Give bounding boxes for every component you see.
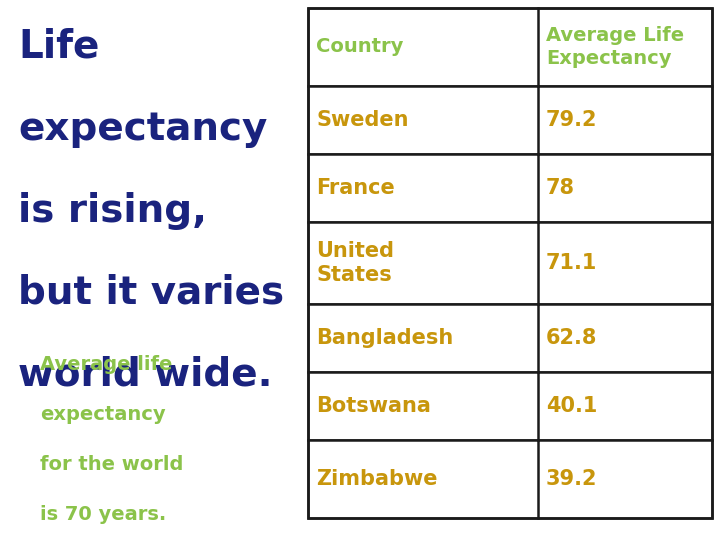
Text: 78: 78 (546, 178, 575, 198)
Bar (308, 8, 712, 86)
Text: Average life: Average life (40, 355, 172, 374)
Text: is 70 years.: is 70 years. (40, 505, 166, 524)
Text: 39.2: 39.2 (546, 469, 598, 489)
Text: world wide.: world wide. (18, 356, 272, 394)
Text: for the world: for the world (40, 455, 184, 474)
Bar (308, 222, 712, 304)
Text: Life: Life (18, 28, 99, 66)
Text: Average Life
Expectancy: Average Life Expectancy (546, 26, 684, 68)
Text: France: France (316, 178, 395, 198)
Text: Country: Country (316, 37, 403, 57)
Text: expectancy: expectancy (18, 110, 267, 148)
Text: Bangladesh: Bangladesh (316, 328, 454, 348)
Text: Botswana: Botswana (316, 396, 431, 416)
Bar (308, 8, 712, 518)
Text: but it varies: but it varies (18, 274, 284, 312)
Bar (308, 154, 712, 222)
Text: 71.1: 71.1 (546, 253, 598, 273)
Text: Zimbabwe: Zimbabwe (316, 469, 438, 489)
Bar (308, 440, 712, 518)
Text: 40.1: 40.1 (546, 396, 598, 416)
Text: United
States: United States (316, 241, 394, 285)
Bar (308, 372, 712, 440)
Text: is rising,: is rising, (18, 192, 207, 230)
Text: Sweden: Sweden (316, 110, 408, 130)
Bar (308, 86, 712, 154)
Text: 79.2: 79.2 (546, 110, 598, 130)
Text: expectancy: expectancy (40, 405, 166, 424)
Bar (308, 304, 712, 372)
Text: 62.8: 62.8 (546, 328, 598, 348)
